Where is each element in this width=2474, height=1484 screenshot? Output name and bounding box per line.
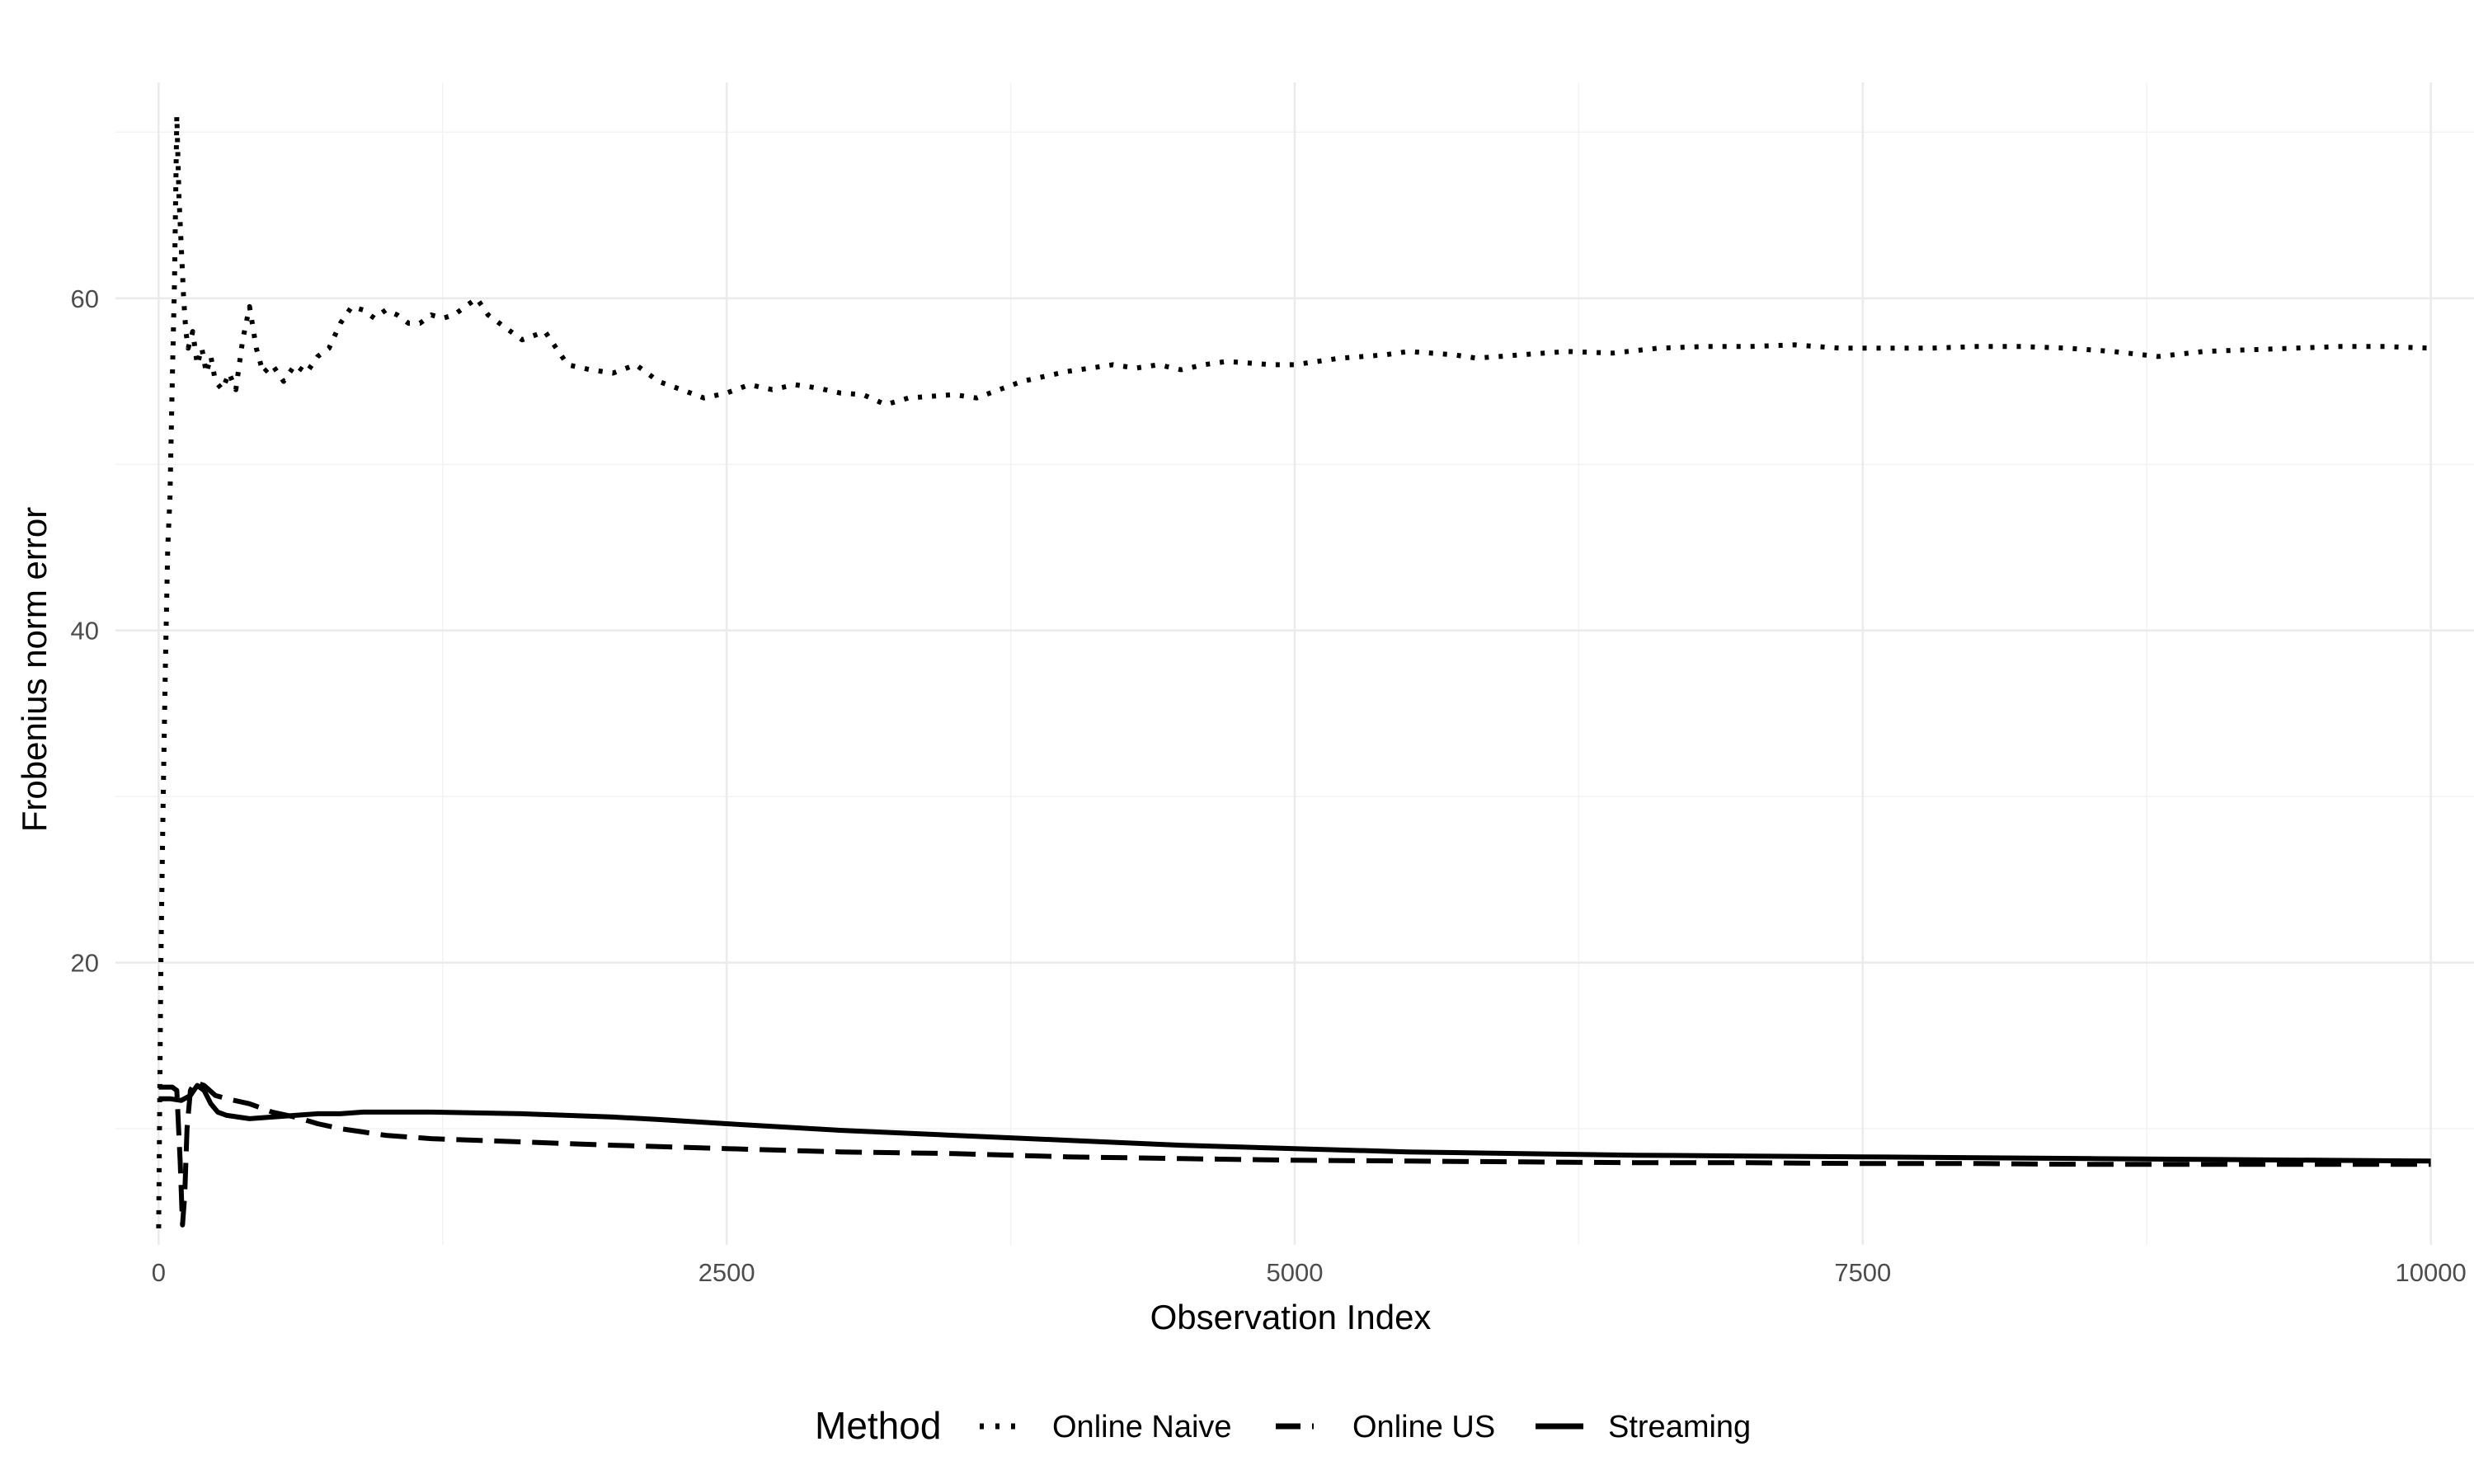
legend-item-online-naive: Online Naive — [980, 1410, 1232, 1444]
x-tick-label: 7500 — [1834, 1258, 1891, 1287]
legend-label-streaming: Streaming — [1608, 1410, 1751, 1444]
x-axis-ticks: 0 2500 5000 7500 10000 — [152, 1258, 2467, 1287]
y-tick-label: 60 — [71, 284, 99, 313]
x-tick-label: 5000 — [1267, 1258, 1324, 1287]
y-axis-ticks: 20 40 60 — [71, 284, 99, 978]
legend-label-online-us: Online US — [1352, 1410, 1495, 1444]
x-axis-title: Observation Index — [1150, 1298, 1432, 1336]
series-line-streaming — [158, 1082, 2431, 1164]
major-gridlines — [115, 82, 2474, 1245]
y-axis-title: Frobenius norm error — [15, 507, 54, 832]
legend-label-online-naive: Online Naive — [1052, 1410, 1232, 1444]
legend-item-streaming: Streaming — [1536, 1410, 1751, 1444]
series-line-online-naive — [156, 113, 2431, 1228]
legend-item-online-us: Online US — [1276, 1410, 1495, 1444]
x-tick-label: 2500 — [698, 1258, 755, 1287]
x-tick-label: 10000 — [2396, 1258, 2467, 1287]
x-tick-label: 0 — [152, 1258, 166, 1287]
legend-title: Method — [815, 1404, 941, 1447]
y-tick-label: 20 — [71, 949, 99, 978]
y-tick-label: 40 — [71, 617, 99, 646]
legend: Method Online Naive Online US Streaming — [815, 1404, 1751, 1447]
series-layer — [156, 113, 2431, 1228]
series-line-online-us — [158, 1079, 2431, 1228]
